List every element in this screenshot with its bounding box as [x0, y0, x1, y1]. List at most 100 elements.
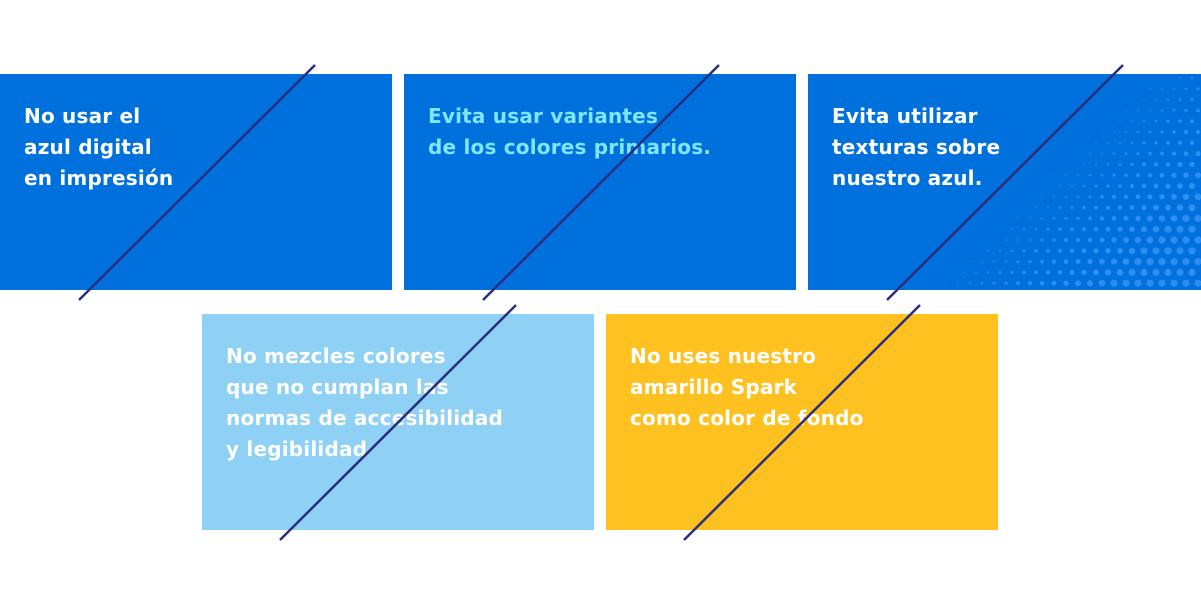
texture-dot	[1182, 279, 1190, 287]
texture-dot	[1135, 215, 1141, 222]
texture-dot	[1182, 193, 1190, 200]
texture-dot	[1117, 205, 1123, 210]
texture-dot	[1088, 195, 1092, 199]
texture-dot	[1195, 151, 1201, 157]
texture-dot	[1170, 279, 1178, 287]
card-no-primary-variants: Evita usar variantes de los colores prim…	[404, 74, 796, 290]
texture-dot	[1164, 247, 1172, 255]
texture-dot	[1142, 141, 1146, 145]
texture-dot	[1178, 119, 1182, 123]
card-text-line: Evita utilizar	[832, 104, 978, 128]
texture-dot	[963, 271, 965, 274]
texture-dot	[1165, 162, 1171, 167]
texture-dot	[1075, 280, 1081, 287]
texture-dot	[1136, 173, 1140, 178]
texture-dot	[1070, 227, 1074, 231]
texture-dot	[1160, 130, 1164, 134]
texture-dot	[1029, 217, 1031, 220]
texture-dot	[1005, 218, 1007, 219]
texture-dot	[1188, 204, 1196, 212]
texture-dot	[1017, 239, 1019, 241]
texture-dot	[1035, 206, 1037, 209]
texture-dot	[1194, 236, 1201, 244]
texture-dot	[1069, 248, 1075, 253]
texture-dot	[1158, 215, 1166, 222]
card-text-line: No uses nuestro	[630, 344, 817, 368]
texture-dot	[1177, 161, 1183, 167]
texture-dot	[1148, 130, 1152, 134]
texture-dot	[1069, 269, 1075, 275]
texture-dot	[1134, 279, 1142, 287]
texture-dot	[1100, 195, 1104, 199]
texture-dot	[1023, 207, 1025, 209]
card-text-line: en impresión	[24, 166, 174, 190]
texture-dot	[1152, 225, 1160, 233]
texture-dot	[1125, 109, 1127, 111]
texture-dot	[969, 282, 971, 285]
card-text: Evita usar variantes de los colores prim…	[428, 101, 772, 163]
texture-dot	[980, 282, 984, 285]
texture-dot	[1051, 280, 1057, 286]
texture-dot	[1128, 247, 1136, 255]
texture-dot	[1082, 206, 1086, 210]
texture-dot	[1147, 194, 1153, 200]
texture-dot	[1158, 258, 1166, 266]
texture-dot	[1034, 270, 1038, 275]
texture-dot	[987, 250, 989, 252]
texture-dot	[1149, 88, 1151, 90]
texture-dot	[1124, 152, 1128, 155]
texture-dot	[1190, 98, 1194, 102]
texture-dot	[1194, 193, 1201, 201]
texture-dot	[1076, 216, 1080, 221]
texture-dot	[1122, 279, 1130, 287]
texture-dot	[1143, 120, 1145, 123]
texture-dot	[1137, 88, 1139, 90]
texture-dot	[1140, 247, 1148, 255]
texture-dot	[1123, 237, 1129, 243]
texture-dot	[1164, 268, 1172, 276]
texture-dot	[1099, 237, 1105, 243]
card-text: No uses nuestro amarillo Spark como colo…	[630, 341, 974, 434]
texture-dot	[1170, 215, 1178, 222]
texture-dot	[1170, 258, 1178, 266]
texture-dot	[1111, 237, 1117, 243]
texture-dot	[1158, 279, 1166, 287]
texture-dot	[1182, 236, 1190, 244]
texture-dot	[1165, 183, 1171, 189]
texture-dot	[1166, 119, 1170, 123]
texture-dot	[1149, 109, 1151, 112]
texture-dot	[1053, 195, 1055, 198]
texture-dot	[1184, 108, 1188, 112]
texture-dot	[1041, 217, 1043, 220]
texture-dot	[1152, 268, 1160, 276]
texture-dot	[999, 228, 1001, 230]
card-no-spark-yellow-background: No uses nuestro amarillo Spark como colo…	[606, 314, 998, 530]
texture-dot	[1147, 215, 1153, 222]
texture-dot	[1093, 227, 1099, 232]
texture-dot	[1161, 88, 1163, 90]
texture-dot	[1070, 206, 1074, 209]
texture-dot	[1190, 76, 1194, 80]
texture-dot	[1075, 237, 1081, 243]
texture-dot	[1177, 183, 1183, 189]
texture-dot	[1110, 279, 1118, 287]
texture-dot	[945, 282, 947, 284]
texture-dot	[1176, 225, 1184, 233]
texture-dot	[1004, 281, 1008, 285]
texture-dot	[1170, 236, 1178, 244]
texture-dot	[981, 260, 983, 263]
texture-dot	[999, 249, 1001, 252]
texture-dot	[1040, 259, 1044, 264]
texture-dot	[957, 261, 959, 262]
texture-dot	[1081, 248, 1087, 254]
texture-dot	[1129, 183, 1135, 189]
texture-dot	[969, 261, 971, 263]
texture-dot	[1088, 216, 1092, 221]
texture-dot	[1040, 238, 1044, 242]
texture-dot	[1105, 226, 1111, 232]
texture-dot	[1004, 260, 1008, 263]
texture-dot	[1022, 249, 1026, 253]
texture-dot	[1058, 206, 1062, 209]
texture-dot	[951, 272, 953, 273]
texture-dot	[1131, 120, 1133, 122]
